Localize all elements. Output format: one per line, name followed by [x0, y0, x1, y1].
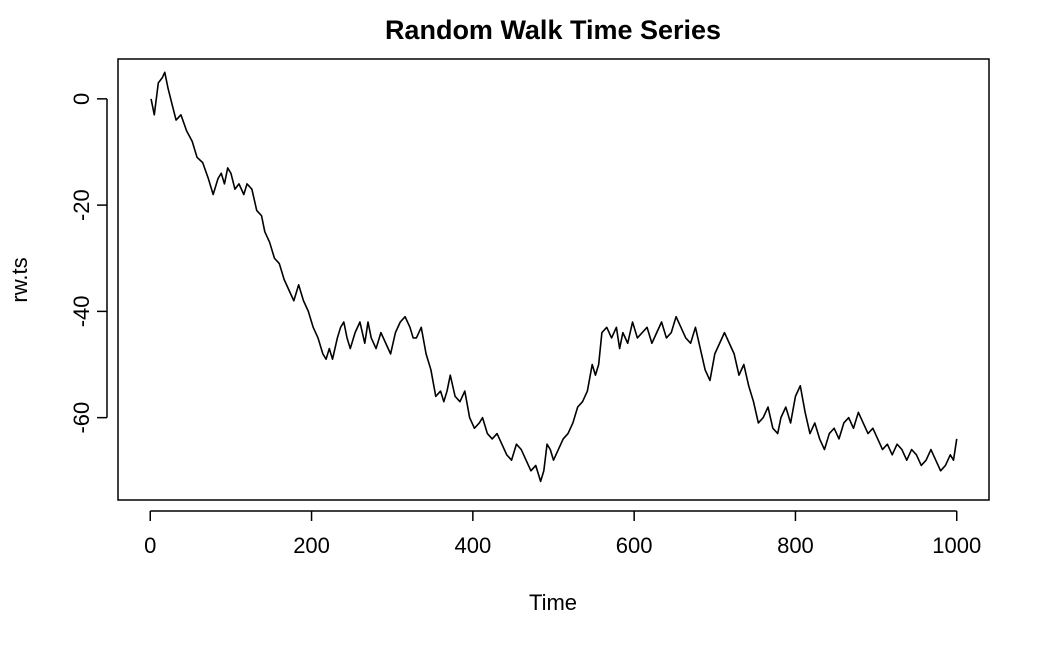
- y-tick-label: -20: [69, 189, 94, 221]
- x-axis: 0 200 400 600 800 1000: [144, 510, 981, 558]
- x-tick-label: 400: [454, 533, 491, 558]
- x-axis-label: Time: [529, 590, 577, 615]
- plot-frame: [117, 58, 990, 501]
- x-tick-label: 1000: [932, 533, 981, 558]
- series-line: [150, 71, 958, 483]
- x-tick-label: 600: [616, 533, 653, 558]
- y-tick-label: -40: [69, 295, 94, 327]
- x-tick-label: 0: [144, 533, 156, 558]
- y-tick-label: -60: [69, 402, 94, 434]
- y-tick-label: 0: [69, 93, 94, 105]
- y-axis-label: rw.ts: [7, 257, 32, 302]
- x-tick-label: 200: [293, 533, 330, 558]
- chart-title: Random Walk Time Series: [385, 15, 721, 45]
- y-axis: 0 -20 -40 -60: [69, 93, 108, 434]
- x-tick-label: 800: [777, 533, 814, 558]
